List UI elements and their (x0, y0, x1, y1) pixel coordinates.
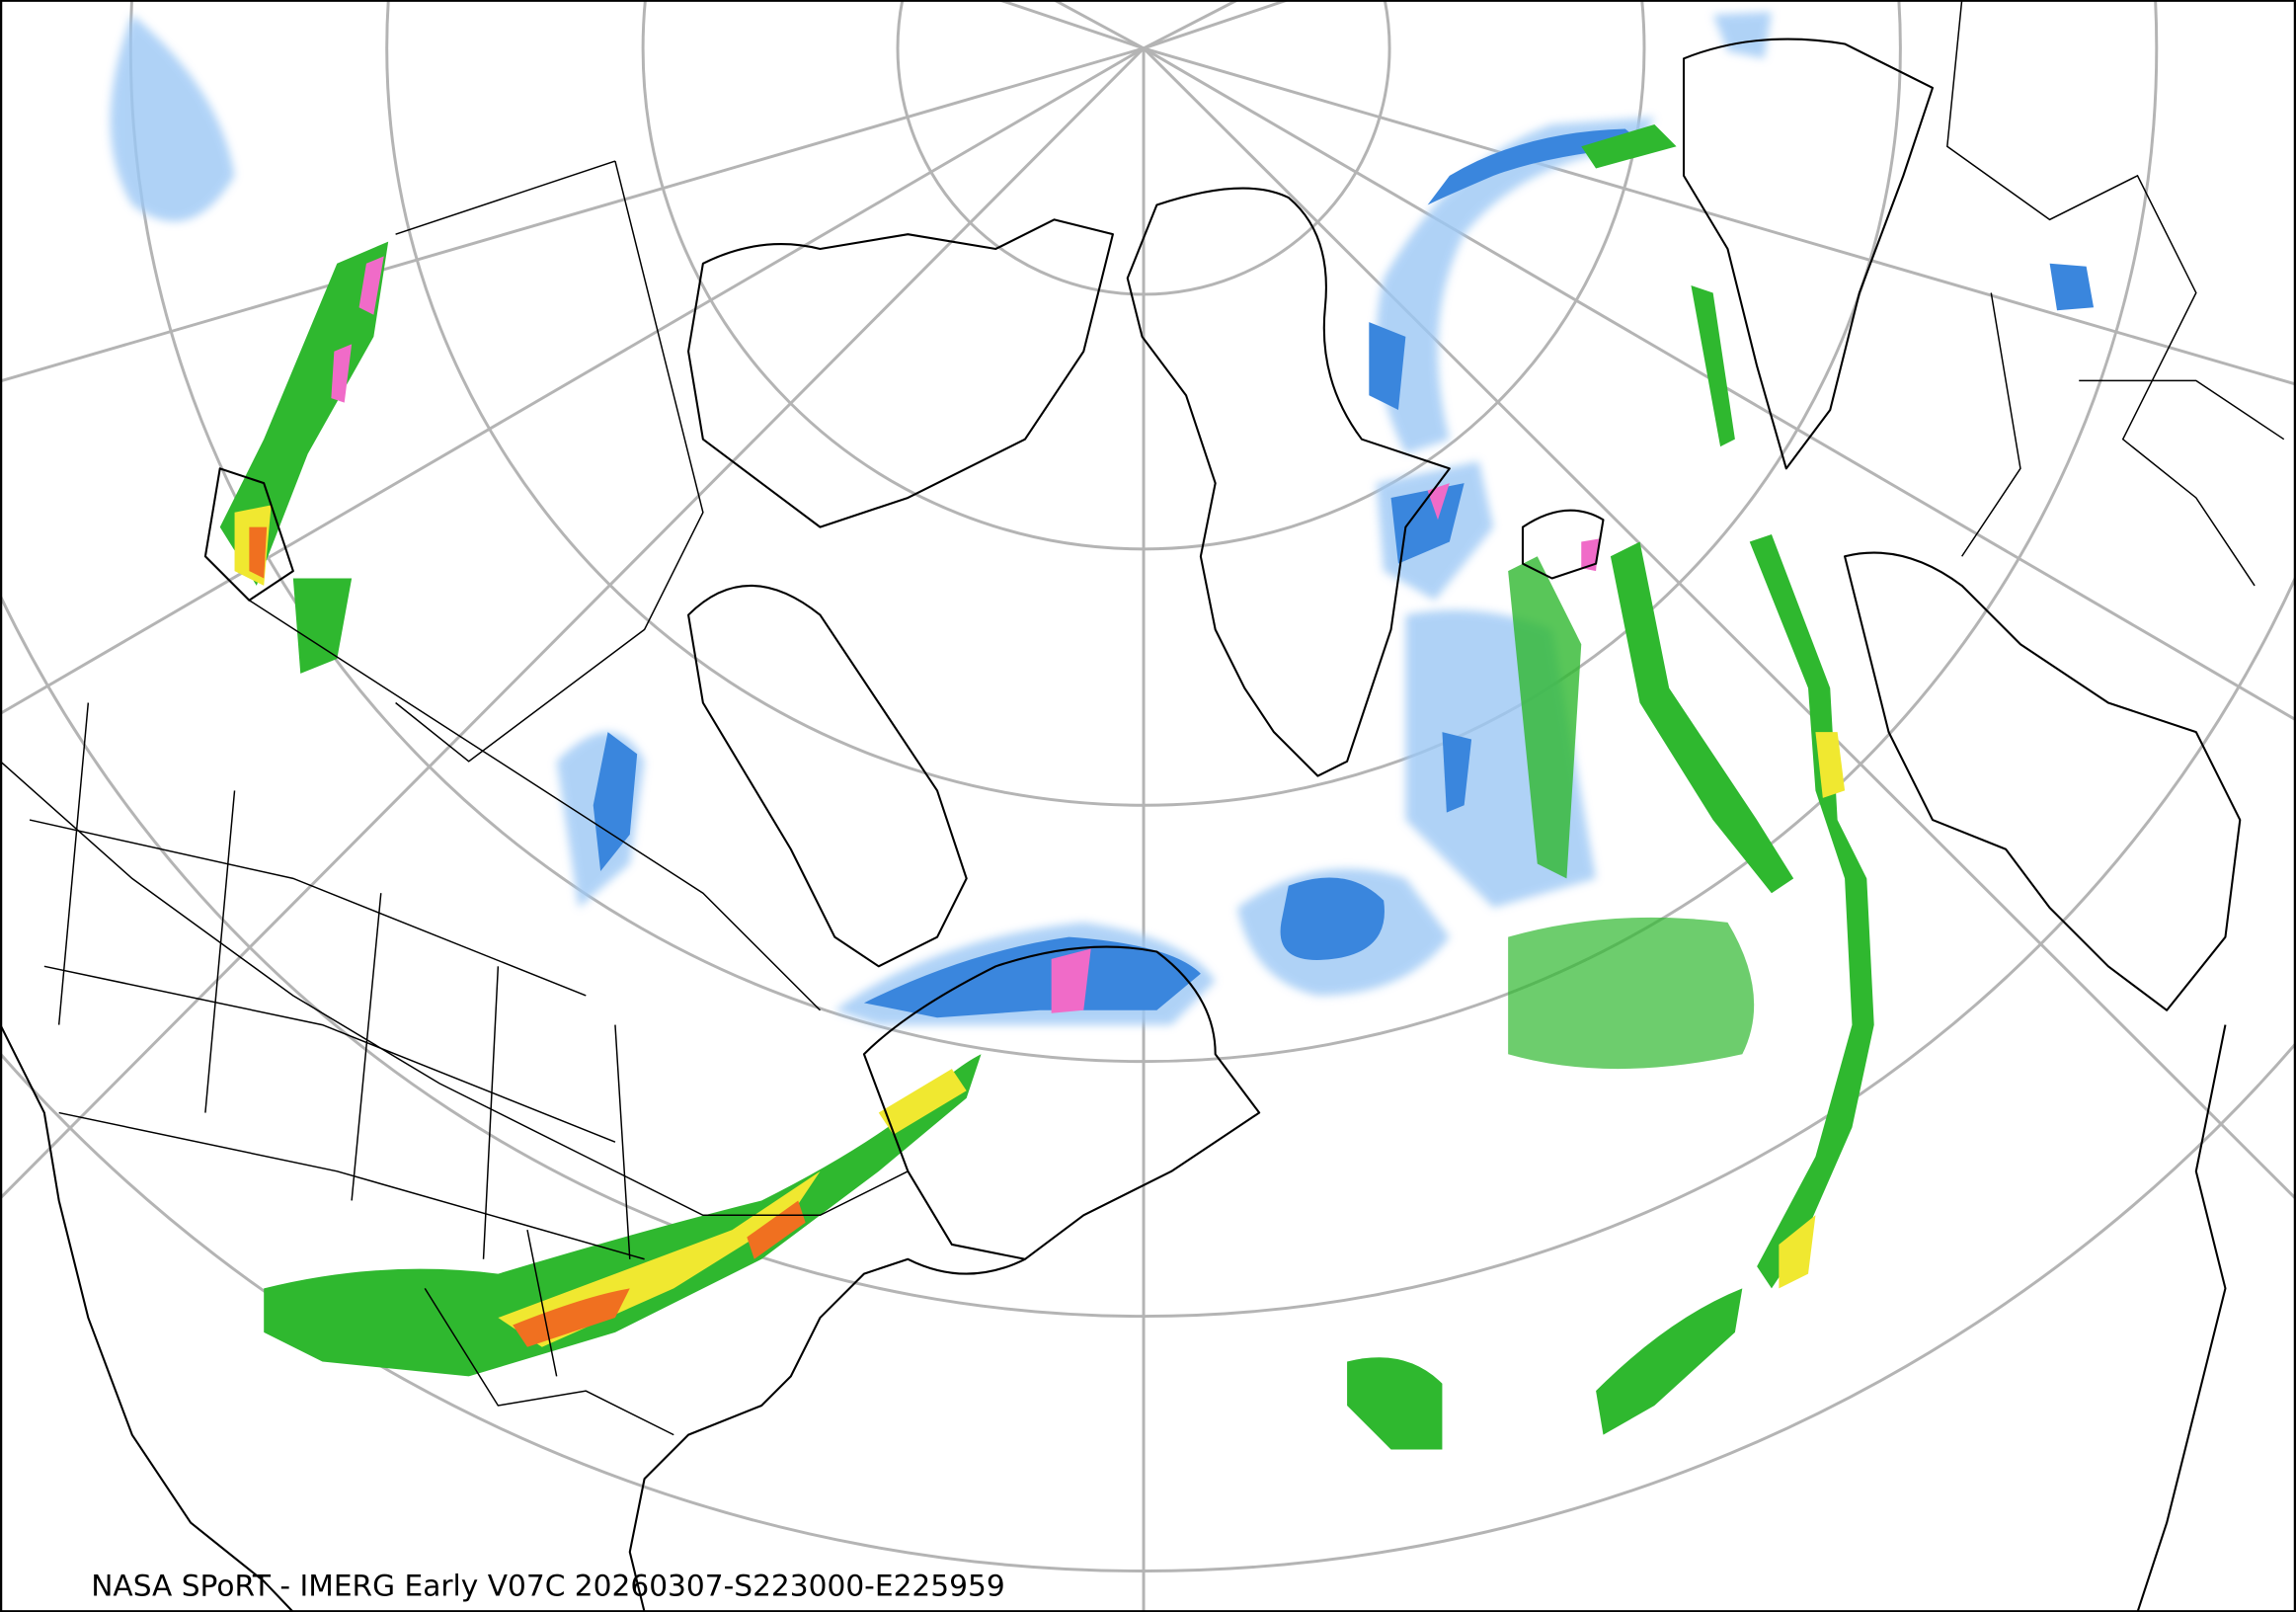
precipitation-moderate (593, 128, 2095, 1018)
map-caption: NASA SPoRT - IMERG Early V07C 20260307-S… (91, 1569, 1004, 1603)
precipitation-green (219, 123, 1874, 1450)
precipitation-extreme (331, 256, 1600, 1013)
political-borders (0, 0, 2285, 1436)
coastlines (0, 38, 2242, 1612)
